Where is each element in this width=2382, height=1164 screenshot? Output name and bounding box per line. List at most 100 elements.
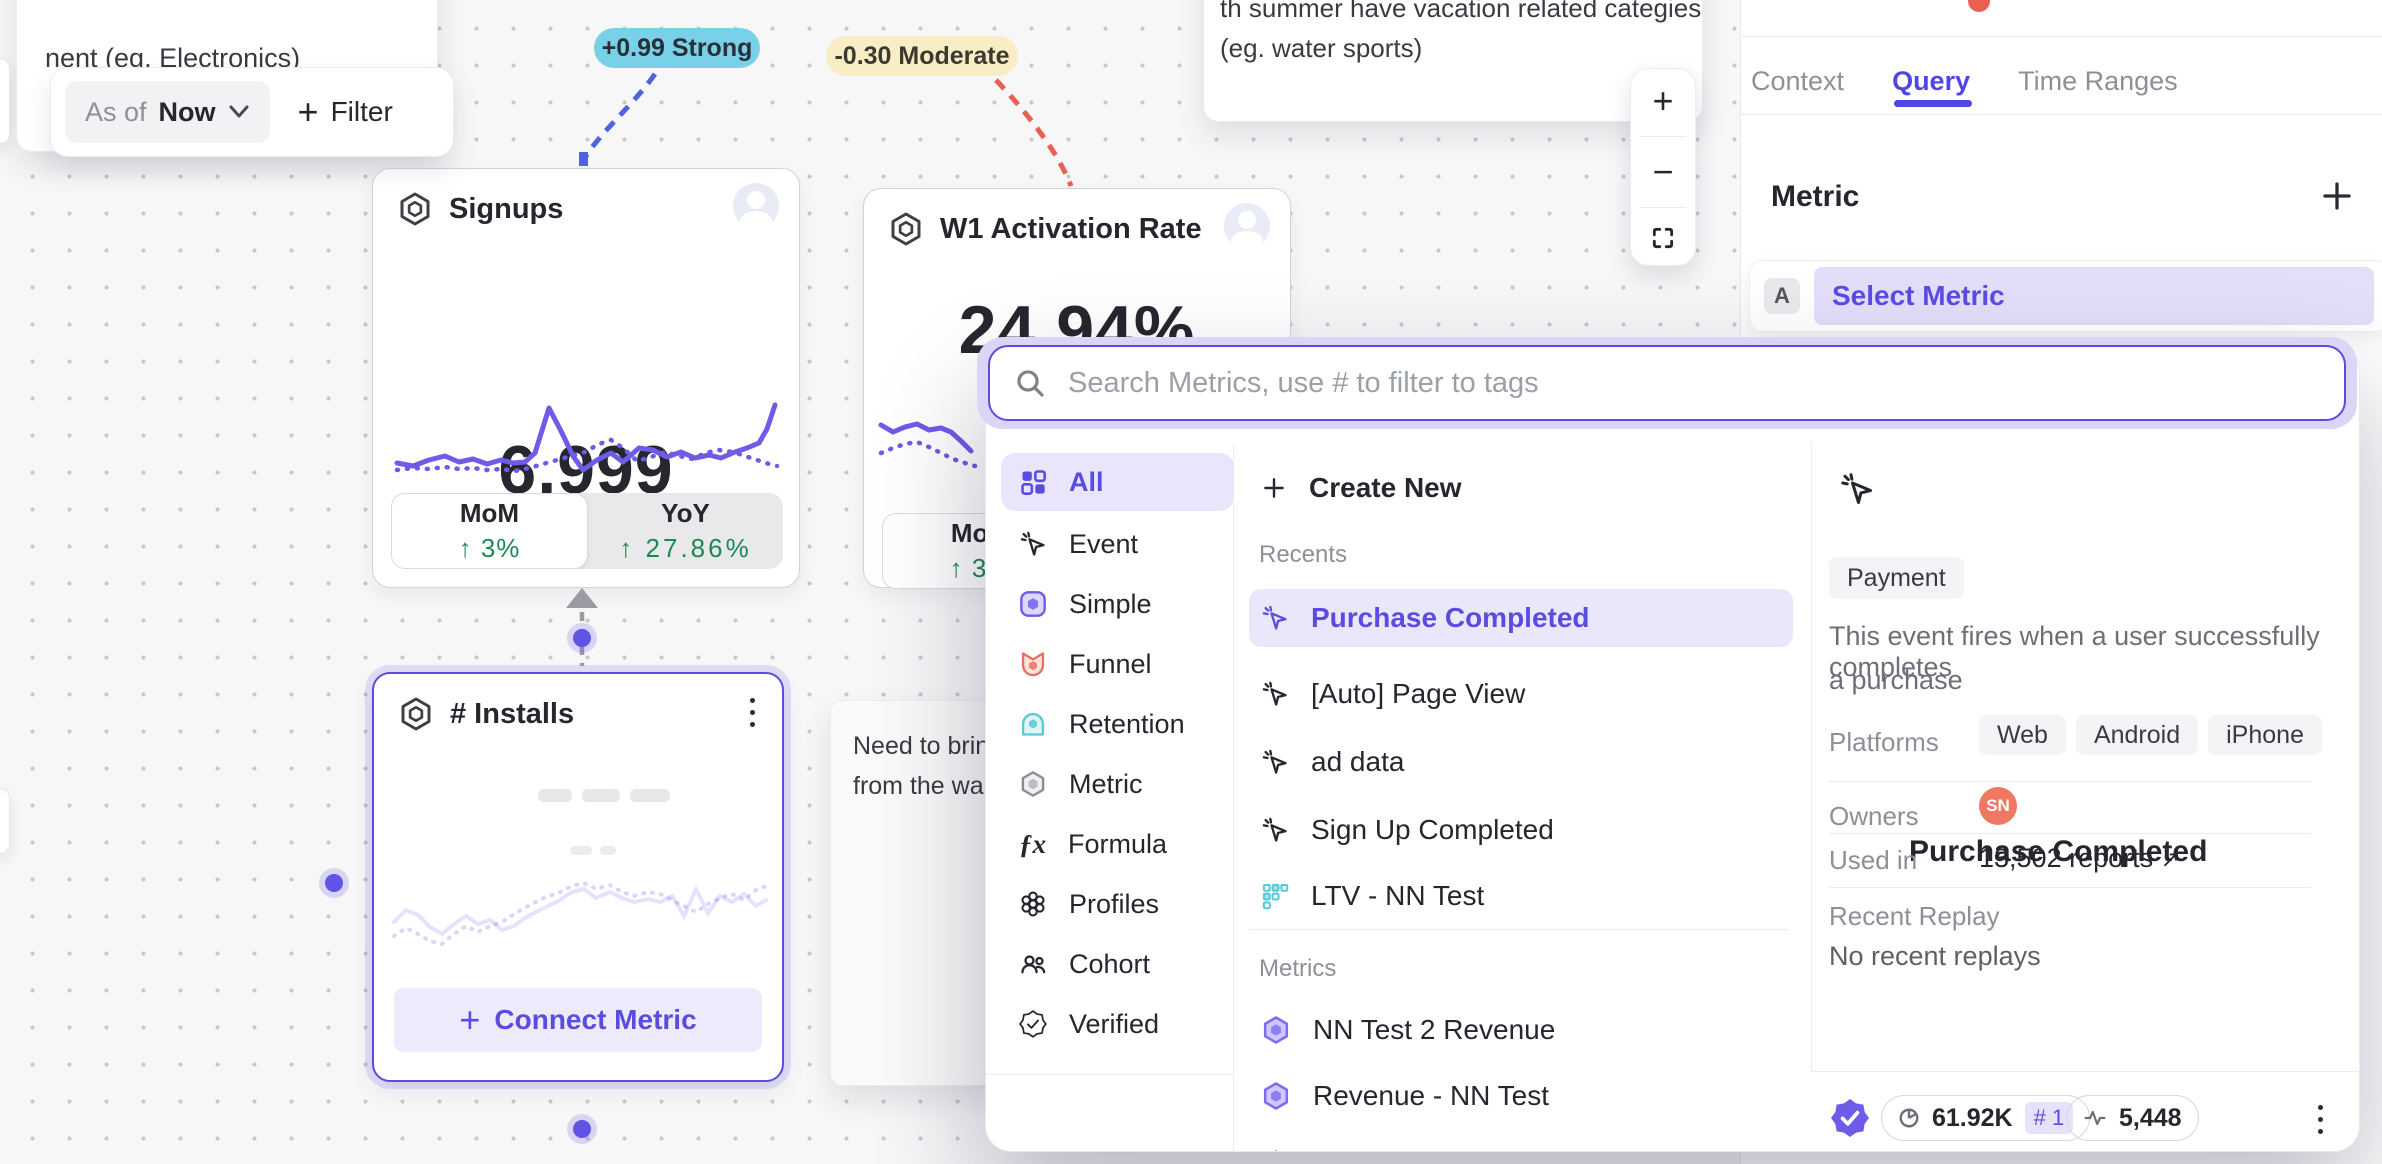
card-menu-kebab-icon[interactable]: [750, 698, 758, 727]
list-item-partial[interactable]: [1249, 1135, 1793, 1151]
list-item-ltv-nn-test[interactable]: LTV - NN Test: [1249, 867, 1793, 925]
views-count: 61.92K: [1932, 1103, 2013, 1132]
zoom-out-button[interactable]: −: [1652, 150, 1674, 192]
sticky-note-summer[interactable]: th summer have vacation related categies…: [1203, 0, 1703, 122]
category-label: Formula: [1068, 828, 1168, 859]
filter-button[interactable]: + Filter: [288, 94, 403, 130]
skeleton-bar: [570, 846, 592, 855]
sparkline-placeholder: [392, 880, 768, 947]
metric-hexagon-icon: [891, 212, 921, 246]
grid-all-icon: [1019, 468, 1047, 496]
category-event[interactable]: Event: [1001, 515, 1234, 573]
metric-card-installs[interactable]: # Installs + Connect Metric: [372, 672, 784, 1082]
event-spark-icon: [1261, 604, 1289, 632]
list-item-revenue-nn-test[interactable]: Revenue - NN Test: [1249, 1067, 1793, 1125]
list-item-label: Sign Up Completed: [1311, 814, 1554, 845]
card-title: # Installs: [450, 697, 575, 730]
as-of-value: Now: [158, 96, 216, 127]
category-all[interactable]: All: [1001, 453, 1234, 511]
platform-chip: Android: [2075, 715, 2199, 755]
owners-label: Owners: [1829, 801, 1919, 831]
add-metric-icon[interactable]: [2319, 178, 2355, 214]
events-stat-pill[interactable]: 5,448: [2066, 1095, 2199, 1141]
detail-description: This event fires when a user successfull…: [1829, 621, 2320, 682]
category-metric[interactable]: Metric: [1001, 755, 1234, 813]
mom-toggle[interactable]: MoM ↑ 3%: [391, 493, 588, 569]
zoom-controls: + −: [1630, 68, 1696, 266]
zoom-in-button[interactable]: +: [1652, 80, 1674, 122]
canvas-connectors: [319, 72, 1074, 1144]
verified-badge-icon: [1019, 1010, 1047, 1038]
category-label: All: [1069, 466, 1104, 497]
card-title: W1 Activation Rate: [940, 212, 1202, 245]
funnel-icon: [1019, 650, 1047, 678]
yoy-toggle[interactable]: YoY ↑ 27.86%: [588, 493, 783, 569]
category-formula[interactable]: ƒx Formula: [1001, 815, 1234, 873]
pulse-icon: [2084, 1110, 2106, 1126]
fit-view-icon[interactable]: [1650, 225, 1676, 251]
create-new-label: Create New: [1309, 472, 1462, 503]
recent-replay-value: No recent replays: [1829, 941, 2041, 971]
verified-filled-badge-icon: [1831, 1099, 1869, 1137]
category-retention[interactable]: Retention: [1001, 695, 1234, 753]
connect-metric-button[interactable]: + Connect Metric: [394, 988, 762, 1052]
search-input[interactable]: [1068, 366, 2320, 400]
category-profiles[interactable]: Profiles: [1001, 875, 1234, 933]
connection-point: [567, 623, 597, 653]
correlation-badge-moderate[interactable]: -0.30 Moderate: [826, 36, 1018, 76]
category-label: Funnel: [1069, 648, 1152, 679]
used-in-reports-link[interactable]: 13,502 reports ↗: [1979, 843, 2180, 873]
platforms-label: Platforms: [1829, 727, 1939, 757]
list-item-nn-test-2-revenue[interactable]: NN Test 2 Revenue: [1249, 1001, 1793, 1059]
event-spark-icon: [1261, 680, 1289, 708]
select-metric-field[interactable]: Select Metric: [1814, 267, 2374, 325]
sticky-note-text: from the wa: [853, 772, 984, 800]
sparkline-chart: [394, 402, 780, 474]
tag-chip[interactable]: Payment: [1829, 557, 1964, 599]
views-stat-pill[interactable]: 61.92K # 1: [1881, 1095, 2091, 1141]
list-item-label: LTV - NN Test: [1311, 880, 1485, 911]
list-item-ad-data[interactable]: ad data: [1249, 733, 1793, 791]
sticky-note-partial[interactable]: Need to brin from the wa: [830, 700, 1005, 1086]
list-item-auto-page-view[interactable]: [Auto] Page View: [1249, 665, 1793, 723]
category-label: Metric: [1069, 768, 1143, 799]
canvas-toolbar: As of Now + Filter: [50, 67, 454, 157]
tab-context[interactable]: Context: [1751, 65, 1845, 96]
category-verified[interactable]: Verified: [1001, 995, 1234, 1053]
comparison-toggle: MoM ↑ 3% YoY ↑ 27.86%: [391, 493, 783, 569]
category-label: Profiles: [1069, 888, 1160, 919]
correlation-badge-strong[interactable]: +0.99 Strong: [594, 28, 760, 68]
board-grid-icon: [1261, 882, 1289, 910]
category-label: Simple: [1069, 588, 1152, 619]
list-item-purchase-completed[interactable]: Purchase Completed: [1249, 589, 1793, 647]
create-new-button[interactable]: Create New: [1249, 459, 1793, 517]
search-field[interactable]: [988, 345, 2346, 421]
yoy-label: YoY: [661, 498, 710, 528]
platform-chips: Web Android iPhone: [1979, 715, 2322, 755]
list-item-label: Revenue - NN Test: [1313, 1080, 1550, 1111]
skeleton-bar: [538, 789, 572, 802]
metric-select-row[interactable]: A Select Metric: [1749, 260, 2382, 332]
skeleton-bar: [630, 789, 670, 802]
mom-value: ↑ 3%: [458, 533, 521, 563]
badge-moderate-label: -0.30 Moderate: [834, 41, 1010, 70]
tab-query[interactable]: Query: [1892, 65, 1971, 96]
tab-time-ranges[interactable]: Time Ranges: [2018, 65, 2178, 96]
as-of-dropdown[interactable]: As of Now: [65, 81, 270, 143]
active-tab-underline: [1894, 100, 1972, 107]
sticky-note-text: th summer have vacation related categies: [1220, 0, 1702, 23]
sticky-note-text: Need to brin: [853, 732, 990, 760]
detail-title: Purchase Completed: [1909, 835, 2208, 868]
category-funnel[interactable]: Funnel: [1001, 635, 1234, 693]
list-item-sign-up-completed[interactable]: Sign Up Completed: [1249, 801, 1793, 859]
recents-section-label: Recents: [1259, 541, 1348, 568]
event-spark-icon: [1839, 471, 1875, 507]
footer-menu-kebab-icon[interactable]: [2318, 1105, 2326, 1134]
connection-point: [319, 868, 349, 898]
category-cohort[interactable]: Cohort: [1001, 935, 1234, 993]
events-count: 5,448: [2119, 1103, 2182, 1132]
metric-hexagon-icon: [1261, 1149, 1291, 1151]
category-simple[interactable]: Simple: [1001, 575, 1234, 633]
